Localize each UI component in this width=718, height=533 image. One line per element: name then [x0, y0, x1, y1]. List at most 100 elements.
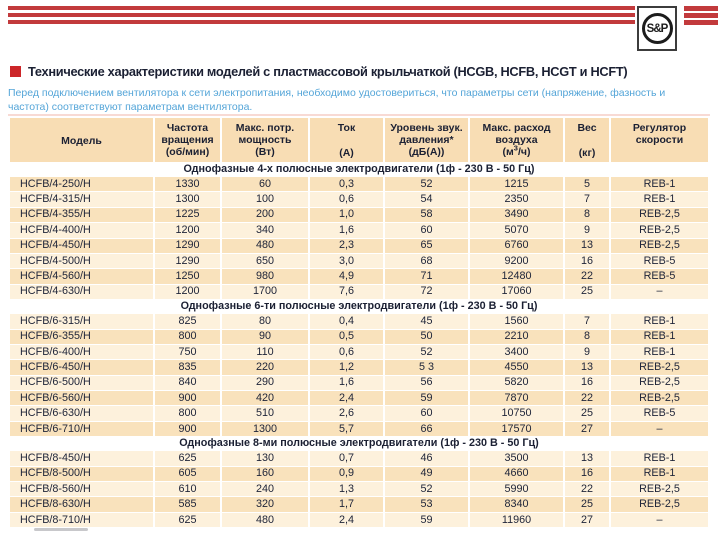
col-header-regulator: Регулятор скорости [611, 118, 708, 162]
value-cell: 6760 [470, 238, 563, 253]
value-cell: 825 [155, 314, 220, 329]
value-cell: 53 [385, 497, 468, 512]
value-cell: 2,3 [310, 238, 383, 253]
col-header-label: мощность [238, 134, 292, 146]
value-cell: 56 [385, 375, 468, 391]
value-cell: 2,6 [310, 406, 383, 421]
model-cell: HCFB/6-710/H [10, 421, 153, 437]
value-cell: REB-2,5 [611, 207, 708, 223]
value-cell: 1,3 [310, 482, 383, 497]
col-header-unit: (об/мин) [165, 146, 210, 158]
value-cell: 25 [565, 284, 609, 300]
col-header-label: вращения [161, 134, 214, 146]
table-row: HCFB/6-710/H 900 1300 5,7 66 17570 27– [10, 421, 708, 437]
value-cell: 2,4 [310, 391, 383, 406]
table-row: HCFB/4-560/H 1250 980 4,9 71 12480 22 REB-5 [10, 269, 708, 284]
value-cell: 11960 [470, 512, 563, 528]
red-stripe [8, 6, 635, 10]
value-cell: 240 [222, 482, 308, 497]
divider-rule [8, 114, 710, 116]
model-cell: HCFB/4-315/H [10, 192, 153, 207]
value-cell: 9 [565, 223, 609, 238]
spec-table-head: Модель Частота вращения (об/мин) Макс. п… [10, 118, 708, 162]
value-cell: 2210 [470, 329, 563, 344]
model-cell: HCFB/4-560/H [10, 269, 153, 284]
value-cell: REB-2,5 [611, 482, 708, 497]
col-header-unit: (А) [339, 147, 354, 159]
value-cell: 1,7 [310, 497, 383, 512]
value-cell: 5 [565, 177, 609, 192]
value-cell: 16 [565, 466, 609, 482]
sp-logo-circle: S&P [641, 13, 673, 44]
value-cell: 10750 [470, 406, 563, 421]
value-cell: 800 [155, 406, 220, 421]
value-cell: 80 [222, 314, 308, 329]
section-header-row: Однофазные 8-ми полюсные электродвигател… [10, 437, 708, 451]
value-cell: 25 [565, 497, 609, 512]
value-cell: 1,6 [310, 375, 383, 391]
value-cell: 835 [155, 360, 220, 375]
value-cell: 5 3 [385, 360, 468, 375]
value-cell: 5070 [470, 223, 563, 238]
col-header-label: Ток [337, 122, 356, 134]
table-row: HCFB/4-355/H 1225 200 1,0 58 3490 8 REB-2,5 [10, 207, 708, 223]
model-cell: HCFB/6-400/H [10, 344, 153, 360]
value-cell: 480 [222, 512, 308, 528]
table-row: HCFB/6-400/H 750 110 0,6 52 3400 9 REB-1 [10, 344, 708, 360]
col-header-weight: Вес (кг) [565, 118, 609, 162]
value-cell: 1290 [155, 238, 220, 253]
value-cell: 65 [385, 238, 468, 253]
model-cell: HCFB/8-710/H [10, 512, 153, 528]
value-cell: 60 [222, 177, 308, 192]
value-cell: 3,0 [310, 253, 383, 269]
col-header-label: воздуха [495, 134, 538, 146]
value-cell: 200 [222, 207, 308, 223]
model-cell: HCFB/4-630/H [10, 284, 153, 300]
value-cell: 7 [565, 314, 609, 329]
value-cell: 4550 [470, 360, 563, 375]
value-cell: 3400 [470, 344, 563, 360]
value-cell: 3500 [470, 451, 563, 466]
value-cell: 13 [565, 451, 609, 466]
model-cell: HCFB/8-500/H [10, 466, 153, 482]
table-row: HCFB/8-450/H 625 130 0,7 46 3500 13 REB-1 [10, 451, 708, 466]
model-cell: HCFB/4-500/H [10, 253, 153, 269]
table-row: HCFB/8-710/H 625 480 2,4 59 11960 27– [10, 512, 708, 528]
table-row: HCFB/4-630/H 1200 1700 7,6 72 17060 25– [10, 284, 708, 300]
value-cell: 54 [385, 192, 468, 207]
value-cell: 1700 [222, 284, 308, 300]
value-cell: 22 [565, 391, 609, 406]
table-row: HCFB/6-450/H 835 220 1,2 5 3 4550 13 REB-2,5 [10, 360, 708, 375]
value-cell: 0,4 [310, 314, 383, 329]
model-cell: HCFB/8-560/H [10, 482, 153, 497]
section-header-row: Однофазные 4-х полюсные электродвигатели… [10, 163, 708, 176]
value-cell: 340 [222, 223, 308, 238]
value-cell: 0,9 [310, 466, 383, 482]
table-row: HCFB/4-315/H 1300 100 0,6 54 2350 7 REB-1 [10, 192, 708, 207]
value-cell: 12480 [470, 269, 563, 284]
value-cell: 5820 [470, 375, 563, 391]
value-cell: 220 [222, 360, 308, 375]
model-cell: HCFB/6-355/H [10, 329, 153, 344]
value-cell: 68 [385, 253, 468, 269]
section-title: Однофазные 8-ми полюсные электродвигател… [10, 437, 708, 451]
col-header-label: Макс. расход [482, 122, 551, 134]
value-cell: 0,6 [310, 344, 383, 360]
value-cell: REB-2,5 [611, 391, 708, 406]
value-cell: 8340 [470, 497, 563, 512]
value-cell: 8 [565, 207, 609, 223]
brand-stripes-left [8, 6, 635, 27]
value-cell: 1,6 [310, 223, 383, 238]
value-cell: 625 [155, 512, 220, 528]
col-header-unit: (Вт) [255, 146, 275, 158]
value-cell: 900 [155, 421, 220, 437]
col-header-model: Модель [10, 118, 153, 162]
value-cell: 1215 [470, 177, 563, 192]
value-cell: 8 [565, 329, 609, 344]
value-cell: 1290 [155, 253, 220, 269]
value-cell: 13 [565, 360, 609, 375]
value-cell: 46 [385, 451, 468, 466]
section-title: Однофазные 4-х полюсные электродвигатели… [10, 163, 708, 176]
value-cell: 4,9 [310, 269, 383, 284]
spec-table: Модель Частота вращения (об/мин) Макс. п… [8, 117, 710, 528]
